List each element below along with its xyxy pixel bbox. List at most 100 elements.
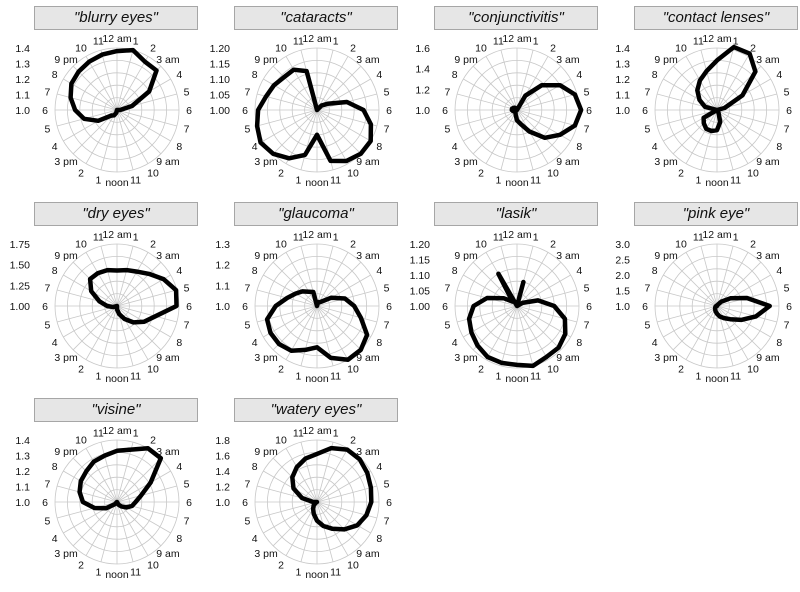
radial-tick-label: 1.0 (15, 105, 30, 117)
angle-tick-label: 8 (576, 141, 582, 153)
grid-spoke (316, 501, 371, 534)
angle-tick-label: 4 (252, 533, 258, 545)
chart-panel-cataracts: "cataracts" 12 am 1 2 3 am 4 5 6 7 8 9 am 10 11 noon 1… (200, 0, 400, 196)
radial-tick-label: 1.25 (10, 280, 31, 292)
angle-tick-label: noon (105, 569, 129, 581)
angle-tick-label: 3 pm (54, 352, 78, 364)
angle-tick-label: 1 (295, 175, 301, 187)
angle-tick-label: 3 am (556, 250, 580, 262)
angle-tick-label: 5 (184, 478, 190, 490)
angle-tick-label: 6 (386, 301, 392, 313)
angle-tick-label: 10 (275, 43, 287, 55)
angle-tick-label: 10 (75, 435, 87, 447)
grid-spoke (85, 252, 118, 307)
grid-spoke (672, 109, 718, 155)
angle-tick-label: 9 am (156, 548, 180, 560)
angle-tick-label: 5 (184, 282, 190, 294)
angle-tick-label: 7 (384, 320, 390, 332)
grid-spoke (685, 252, 718, 307)
grid-spoke (116, 252, 149, 307)
angle-tick-label: 9 am (156, 352, 180, 364)
grid-spoke (700, 246, 718, 307)
grid-spoke (316, 109, 349, 164)
angle-tick-label: 6 (442, 301, 448, 313)
grid-spoke (116, 470, 171, 503)
angle-tick-label: 5 (584, 282, 590, 294)
grid-spoke (72, 261, 118, 307)
radial-tick-label: 1.20 (410, 239, 431, 251)
angle-tick-label: 8 (376, 337, 382, 349)
angle-tick-label: 9 pm (54, 446, 78, 458)
angle-tick-label: 5 (384, 478, 390, 490)
grid-spoke (72, 65, 118, 111)
grid-spoke (100, 246, 118, 307)
grid-spoke (263, 501, 318, 534)
angle-tick-label: 6 (42, 301, 48, 313)
angle-tick-label: 2 (550, 239, 556, 251)
angle-tick-label: 10 (347, 363, 359, 375)
angle-tick-label: 5 (384, 86, 390, 98)
angle-tick-label: 2 (678, 167, 684, 179)
angle-tick-label: noon (305, 373, 329, 385)
angle-tick-label: 7 (445, 86, 451, 98)
chart-panel-visine: "visine" 12 am 1 2 3 am 4 5 6 7 8 9 am 10 11 noon 1 2 3 … (0, 392, 200, 588)
series-line (509, 82, 584, 141)
grid-spoke (116, 501, 134, 562)
angle-tick-label: 11 (693, 35, 704, 47)
radial-tick-label: 1.3 (15, 59, 30, 71)
angle-tick-label: 8 (176, 141, 182, 153)
angle-tick-label: 10 (547, 363, 559, 375)
grid-spoke (272, 65, 318, 111)
angle-tick-label: 3 am (156, 446, 180, 458)
grid-spoke (685, 305, 718, 360)
angle-tick-label: 5 (445, 320, 451, 332)
angle-tick-label: 10 (475, 43, 487, 55)
radial-tick-label: 1.4 (615, 43, 630, 55)
angle-tick-label: 8 (252, 265, 258, 277)
radial-tick-label: 1.4 (415, 64, 430, 76)
radial-tick-label: 1.0 (415, 105, 430, 117)
grid-spoke (716, 305, 749, 360)
angle-tick-label: 6 (42, 105, 48, 117)
angle-tick-label: 8 (452, 265, 458, 277)
angle-tick-label: 2 (550, 43, 556, 55)
angle-tick-label: 7 (584, 124, 590, 136)
angle-tick-label: 6 (186, 301, 192, 313)
grid-spoke (85, 109, 118, 164)
angle-tick-label: 6 (586, 301, 592, 313)
angle-tick-label: 11 (130, 567, 141, 579)
angle-tick-label: 12 am (302, 229, 331, 241)
angle-tick-label: 6 (186, 105, 192, 117)
angle-tick-label: 4 (176, 69, 182, 81)
angle-tick-label: 3 pm (54, 156, 78, 168)
grid-spoke (716, 246, 734, 307)
angle-tick-label: 8 (652, 69, 658, 81)
radial-tick-label: 1.2 (15, 74, 30, 86)
angle-tick-label: 10 (747, 167, 759, 179)
angle-tick-label: 11 (130, 175, 141, 187)
angle-tick-label: 2 (78, 363, 84, 375)
chart-title: "watery eyes" (234, 398, 398, 422)
chart-title: "blurry eyes" (34, 6, 198, 30)
grid-spoke (116, 56, 149, 111)
radial-tick-label: 2.5 (615, 255, 630, 267)
radial-tick-label: 3.0 (615, 239, 630, 251)
radial-tick-label: 1.0 (215, 497, 230, 509)
grid-spoke (116, 246, 134, 307)
angle-tick-label: 8 (52, 461, 58, 473)
radial-tick-label: 1.10 (210, 74, 231, 86)
grid-spoke (716, 109, 762, 155)
grid-spoke (316, 448, 349, 503)
angle-tick-label: 11 (330, 567, 341, 579)
radial-tick-label: 1.3 (615, 59, 630, 71)
angle-tick-label: 6 (386, 105, 392, 117)
angle-tick-label: 9 pm (54, 250, 78, 262)
angle-tick-label: 6 (242, 105, 248, 117)
chart-title: "lasik" (434, 202, 598, 226)
angle-tick-label: 10 (747, 363, 759, 375)
angle-tick-label: 9 pm (54, 54, 78, 66)
radial-tick-label: 1.10 (410, 270, 431, 282)
grid-spoke (116, 289, 177, 307)
